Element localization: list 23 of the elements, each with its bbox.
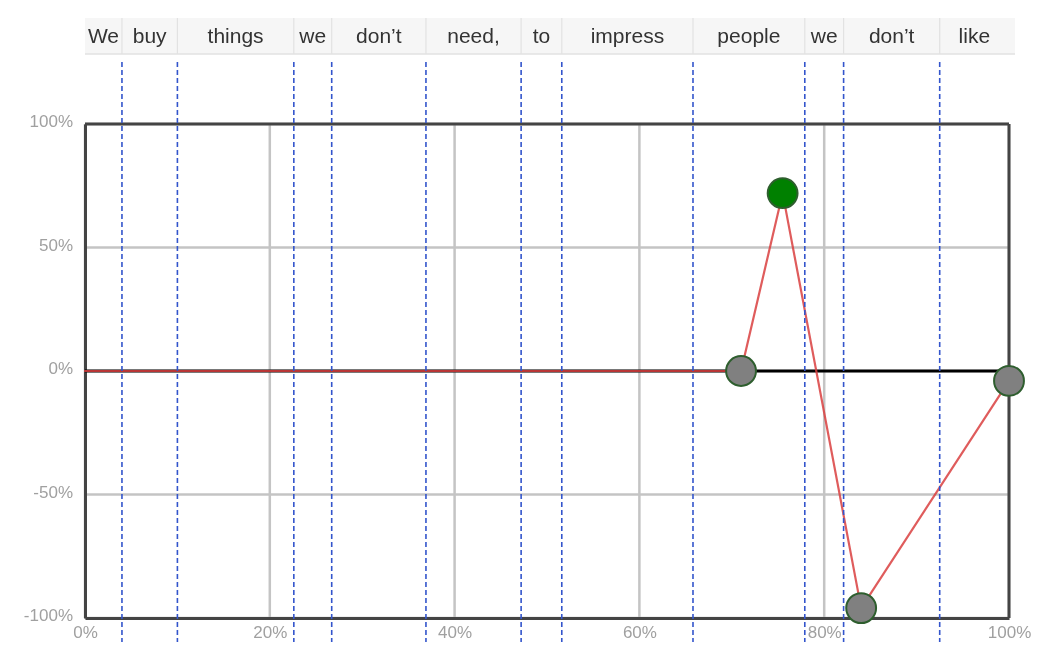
y-tick-label: -100% — [23, 606, 73, 626]
text: things — [207, 24, 264, 47]
x-tick-label: 20% — [253, 623, 288, 643]
text: We — [87, 24, 120, 47]
text: impress — [590, 24, 665, 47]
y-tick-label: -50% — [33, 482, 73, 502]
text: we — [809, 24, 838, 47]
x-tick-label: 100% — [987, 623, 1032, 643]
text: to — [532, 24, 551, 47]
y-tick-label: 100% — [29, 112, 73, 132]
text: don’t — [868, 24, 915, 47]
x-tick-label: 40% — [438, 623, 473, 643]
y-tick-label: 0% — [48, 359, 73, 379]
y-tick-label: 50% — [38, 235, 73, 255]
text: we — [298, 24, 327, 47]
text: people — [717, 24, 781, 47]
text: need, — [447, 24, 500, 47]
x-tick-label: 80% — [807, 623, 842, 643]
text: don’t — [356, 24, 402, 47]
text: buy — [132, 24, 168, 47]
x-tick-label: 0% — [73, 623, 98, 643]
text: like — [958, 24, 991, 47]
x-tick-label: 60% — [622, 623, 657, 643]
